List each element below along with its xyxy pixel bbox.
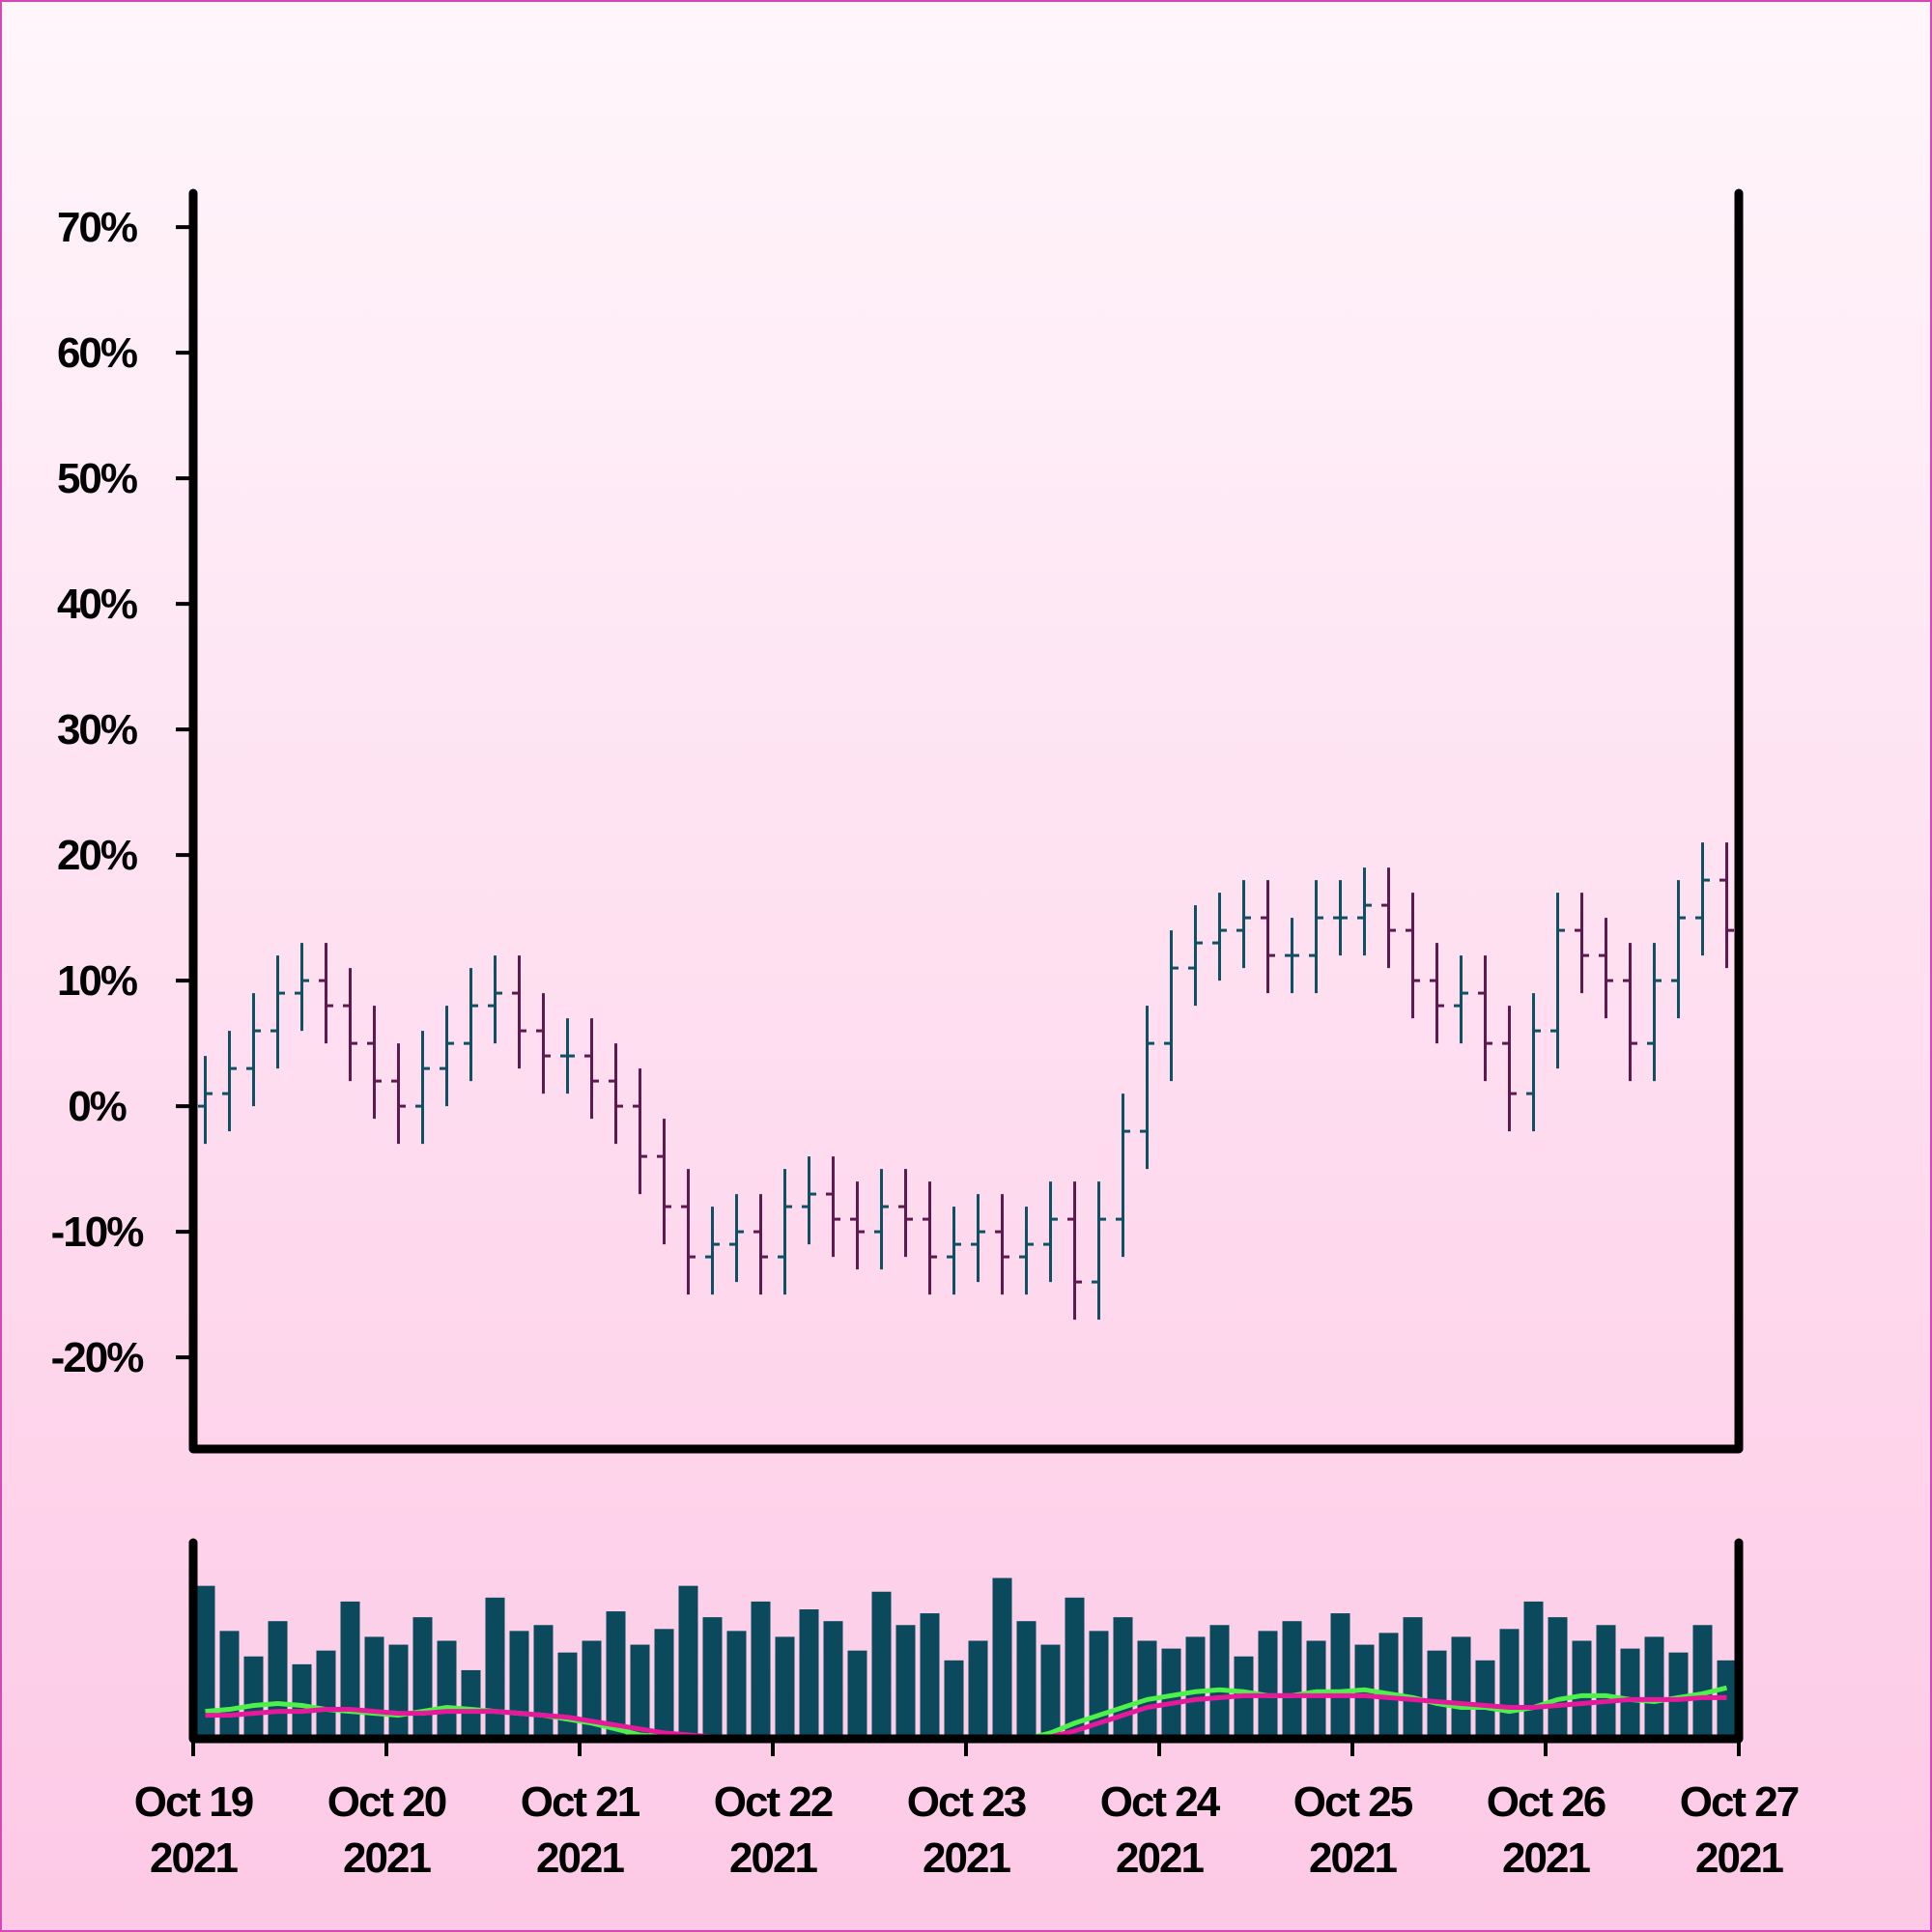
- volume-bar: [1113, 1617, 1133, 1739]
- y-tick-label: 10%: [57, 957, 137, 1005]
- volume-bar: [678, 1585, 698, 1739]
- volume-bar: [1572, 1640, 1592, 1739]
- volume-bar: [1451, 1636, 1471, 1739]
- volume-bar: [1330, 1613, 1350, 1739]
- x-tick-label-line: Oct 24: [1100, 1778, 1221, 1826]
- x-tick-label: Oct 24 2021: [1100, 1778, 1221, 1882]
- volume-bar: [1209, 1625, 1230, 1739]
- volume-bar: [509, 1631, 529, 1739]
- x-tick-label-line: Oct 26: [1487, 1778, 1605, 1826]
- volume-bar: [557, 1652, 578, 1739]
- x-tick-label-line: 2021: [729, 1834, 817, 1882]
- volume-bar: [1065, 1597, 1085, 1739]
- volume-bar: [388, 1644, 409, 1739]
- volume-bar: [219, 1631, 240, 1739]
- volume-bar: [1258, 1631, 1278, 1739]
- x-tick-label-line: 2021: [1116, 1834, 1204, 1882]
- volume-bar: [726, 1631, 747, 1739]
- x-tick-label: Oct 21 2021: [521, 1778, 640, 1882]
- y-tick-label: -20%: [51, 1334, 144, 1381]
- volume-bar: [1378, 1633, 1399, 1739]
- x-tick-label-line: Oct 23: [907, 1778, 1026, 1826]
- x-tick-label: Oct 22 2021: [714, 1778, 833, 1882]
- x-tick-label: Oct 20 2021: [327, 1778, 446, 1882]
- volume-bar: [412, 1617, 433, 1739]
- x-tick-label-line: Oct 20: [327, 1778, 446, 1826]
- volume-bar: [920, 1613, 940, 1739]
- y-tick-label: 50%: [57, 455, 137, 502]
- x-tick-label: Oct 26 2021: [1487, 1778, 1605, 1882]
- volume-bar: [630, 1644, 650, 1739]
- volume-bar: [1644, 1636, 1664, 1739]
- volume-bar: [1282, 1621, 1302, 1739]
- volume-bar: [1016, 1621, 1037, 1739]
- x-tick-label-line: Oct 21: [521, 1778, 640, 1826]
- volume-bar: [268, 1621, 288, 1739]
- x-tick-label-line: 2021: [1695, 1834, 1783, 1882]
- y-tick-label: 20%: [57, 832, 137, 879]
- volume-bar: [364, 1636, 384, 1739]
- volume-bar: [1620, 1648, 1640, 1739]
- x-tick-label-line: Oct 19: [134, 1778, 253, 1826]
- volume-bar: [823, 1621, 843, 1739]
- volume-bar: [437, 1640, 457, 1739]
- volume-bar: [1499, 1629, 1520, 1739]
- y-tick-label: -10%: [51, 1208, 144, 1256]
- volume-bar: [1185, 1636, 1206, 1739]
- x-tick-label-line: 2021: [536, 1834, 624, 1882]
- volume-bar: [895, 1625, 916, 1739]
- volume-bar: [1475, 1660, 1495, 1739]
- x-tick-label-line: Oct 22: [714, 1778, 833, 1826]
- volume-bar: [1427, 1650, 1447, 1739]
- volume-bar: [461, 1669, 481, 1739]
- volume-bar: [1403, 1617, 1423, 1739]
- volume-bar: [1523, 1601, 1544, 1739]
- volume-bar: [847, 1650, 867, 1739]
- y-tick-label: 60%: [57, 329, 137, 377]
- axis-frame: [188, 1538, 1744, 1744]
- volume-bar: [606, 1611, 626, 1739]
- volume-bar: [968, 1640, 988, 1739]
- x-tick-label-line: 2021: [343, 1834, 431, 1882]
- x-tick-label: Oct 27 2021: [1680, 1778, 1799, 1882]
- volume-bar: [1137, 1640, 1157, 1739]
- x-tick-label: Oct 23 2021: [907, 1778, 1026, 1882]
- x-tick-label-line: 2021: [1309, 1834, 1397, 1882]
- volume-bar: [702, 1617, 723, 1739]
- volume-bar: [1040, 1644, 1061, 1739]
- x-tick-label-line: 2021: [150, 1834, 238, 1882]
- volume-bar: [1548, 1617, 1568, 1739]
- volume-bar: [654, 1629, 674, 1739]
- volume-bar: [316, 1650, 336, 1739]
- volume-bar: [195, 1585, 215, 1739]
- volume-bar: [243, 1656, 264, 1739]
- x-tick-label-line: Oct 25: [1293, 1778, 1413, 1826]
- x-tick-label: Oct 19 2021: [134, 1778, 253, 1882]
- x-tick-label-line: Oct 27: [1680, 1778, 1799, 1826]
- volume-bar: [1692, 1625, 1713, 1739]
- volume-bar: [582, 1640, 602, 1739]
- x-tick-label-line: 2021: [1502, 1834, 1590, 1882]
- x-tick-label-line: 2021: [923, 1834, 1010, 1882]
- volume-bar: [799, 1609, 819, 1739]
- y-tick-label: 0%: [68, 1083, 126, 1130]
- volume-bar: [340, 1601, 360, 1739]
- volume-bar: [292, 1663, 312, 1739]
- y-tick-label: 30%: [57, 706, 137, 753]
- volume-bar: [992, 1577, 1012, 1739]
- volume-bar: [944, 1660, 964, 1739]
- volume-bar: [1596, 1625, 1616, 1739]
- volume-bar: [871, 1591, 892, 1739]
- y-tick-label: 40%: [57, 581, 137, 628]
- volume-bar: [751, 1601, 771, 1739]
- x-tick-label: Oct 25 2021: [1293, 1778, 1413, 1882]
- volume-bar: [775, 1636, 795, 1739]
- volume-bar: [485, 1597, 505, 1739]
- axis-frame: [188, 188, 1744, 1454]
- volume-bar: [533, 1625, 554, 1739]
- y-tick-label: 70%: [57, 204, 137, 251]
